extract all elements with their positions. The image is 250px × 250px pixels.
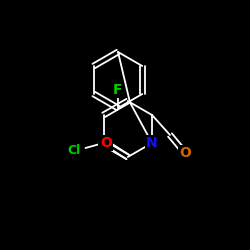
Text: O: O — [100, 136, 112, 150]
Text: F: F — [113, 83, 123, 97]
Text: Cl: Cl — [67, 144, 80, 158]
Text: N: N — [146, 136, 158, 150]
Text: O: O — [179, 146, 191, 160]
